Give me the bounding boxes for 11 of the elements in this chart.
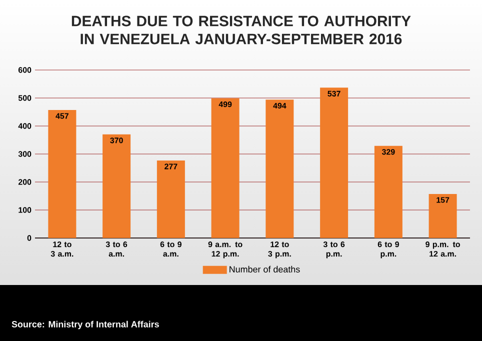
bar [428,194,457,238]
bar [266,100,294,238]
bar [156,160,185,238]
bar [374,146,402,238]
bar [48,110,76,238]
source-note: Source: Ministry of Internal Affairs [12,320,159,330]
bar [211,98,240,238]
legend-label: Number of deaths [230,266,300,273]
chart-title: DEATHS DUE TO RESISTANCE TO AUTHORITY IN VENEZUELA JANUARY-SEPTEMBER 2016 [72,16,411,44]
bar [102,134,131,238]
bar [320,88,348,238]
